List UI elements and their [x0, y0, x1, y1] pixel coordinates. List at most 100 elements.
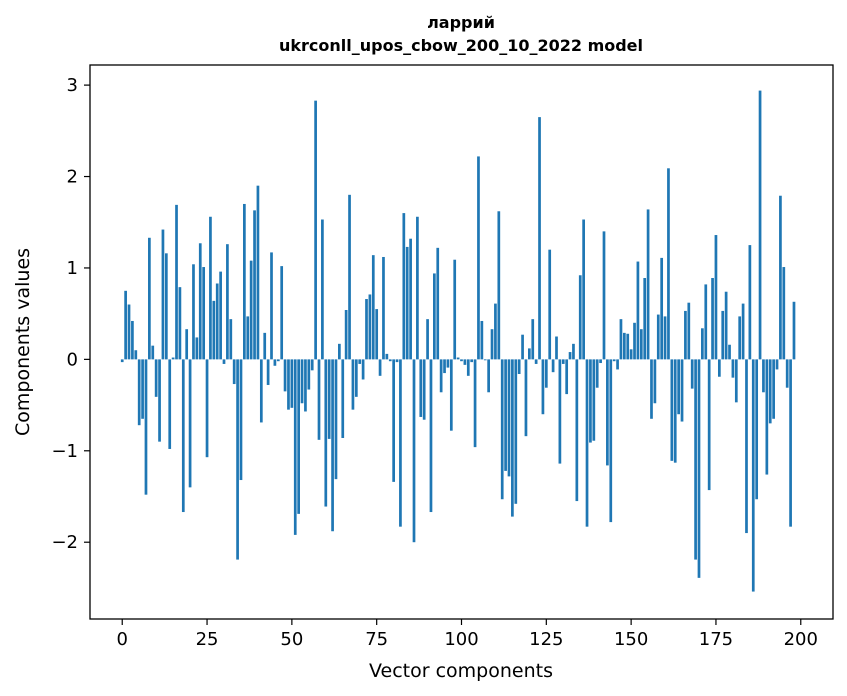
bar: [385, 353, 389, 360]
bar: [772, 359, 775, 419]
bar: [120, 359, 124, 363]
bar: [643, 278, 647, 360]
bar: [741, 303, 745, 360]
bar: [324, 359, 328, 507]
bar: [466, 359, 470, 376]
bar: [226, 244, 229, 360]
x-tick-label: 200: [784, 629, 818, 650]
bar: [134, 350, 138, 360]
bar: [131, 320, 134, 360]
bar: [653, 359, 657, 404]
bar: [436, 247, 440, 360]
bar: [266, 359, 270, 385]
bar: [646, 209, 650, 360]
bar: [297, 359, 300, 514]
bar: [497, 211, 501, 360]
bar: [694, 359, 697, 560]
bar: [650, 359, 653, 419]
bar: [592, 359, 596, 441]
bar: [595, 359, 599, 388]
bar: [212, 300, 216, 360]
bar: [456, 357, 460, 360]
bar: [293, 359, 297, 535]
bar: [341, 359, 345, 438]
bar: [310, 359, 314, 371]
bar: [416, 216, 419, 360]
bar: [758, 90, 762, 360]
bar: [354, 359, 358, 397]
bar: [300, 359, 304, 404]
bar: [762, 359, 765, 393]
bar: [500, 359, 504, 500]
bar: [348, 194, 351, 360]
bar: [178, 287, 182, 360]
bar: [565, 359, 569, 395]
bar: [473, 359, 477, 448]
bar: [521, 334, 524, 360]
bar: [568, 352, 572, 360]
bar: [175, 204, 178, 360]
bar: [511, 359, 514, 517]
bar: [697, 359, 701, 578]
bar: [205, 359, 209, 458]
bar: [785, 359, 789, 388]
bar: [304, 359, 307, 412]
bar: [751, 359, 755, 592]
bar: [629, 349, 633, 360]
bar: [273, 359, 277, 366]
bar: [734, 359, 738, 403]
bar: [548, 249, 552, 360]
bar: [314, 100, 317, 360]
y-axis-label: Components values: [12, 248, 34, 436]
bar: [792, 301, 796, 360]
bar: [575, 359, 579, 502]
bar: [660, 257, 664, 360]
bar: [589, 359, 592, 443]
bar: [198, 243, 202, 360]
bar: [483, 359, 487, 361]
bar: [426, 319, 429, 360]
x-tick-label: 75: [365, 629, 388, 650]
bar: [704, 284, 708, 360]
plot-frame: [89, 64, 834, 620]
bar: [243, 203, 246, 360]
bar: [317, 359, 321, 440]
bar: [494, 303, 497, 360]
y-tick-label: 3: [67, 75, 78, 96]
bar: [439, 359, 443, 393]
bar: [307, 359, 311, 390]
bar: [327, 359, 331, 439]
bar: [528, 348, 531, 360]
bar: [507, 359, 511, 477]
bar: [127, 304, 131, 360]
bar: [395, 359, 399, 363]
bar: [232, 359, 236, 385]
bar: [731, 359, 735, 378]
bar: [141, 359, 144, 419]
bar: [270, 252, 273, 360]
bar: [419, 359, 423, 417]
bar: [388, 359, 392, 362]
bar: [338, 343, 341, 360]
bar: [246, 316, 250, 360]
bar: [460, 359, 463, 362]
bar: [609, 359, 613, 523]
bar: [463, 359, 467, 365]
bar: [453, 259, 457, 360]
bar: [707, 359, 711, 491]
bar: [171, 357, 175, 360]
bar: [504, 359, 507, 471]
x-tick-label: 100: [444, 629, 478, 650]
bar: [667, 168, 670, 360]
y-tick-label: 0: [67, 349, 78, 370]
bar: [663, 316, 667, 360]
bar: [612, 359, 616, 362]
bar: [168, 359, 172, 449]
bar: [789, 359, 792, 527]
bar: [538, 117, 541, 360]
bar: [779, 195, 782, 360]
bar: [399, 359, 402, 527]
bar: [222, 359, 226, 364]
